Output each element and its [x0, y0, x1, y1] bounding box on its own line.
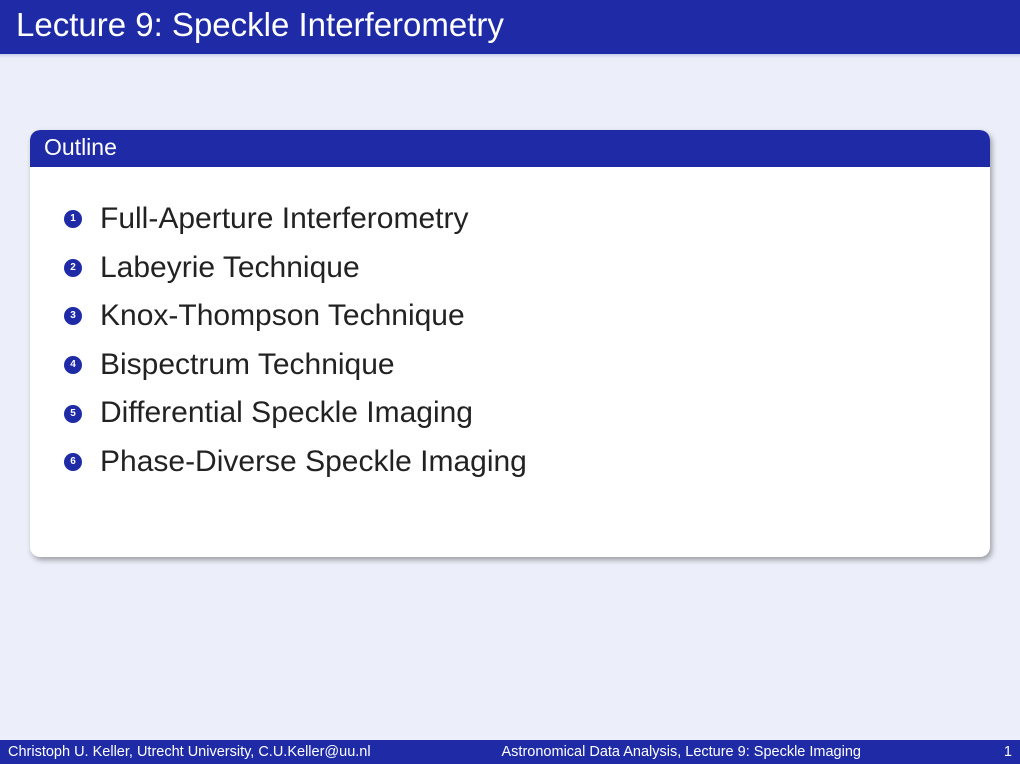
- block-body: 1 Full-Aperture Interferometry 2 Labeyrie T…: [30, 167, 990, 557]
- outline-item-label: Phase-Diverse Speckle Imaging: [100, 438, 527, 487]
- slide-body: Outline 1 Full-Aperture Interferometry 2 La…: [0, 58, 1020, 726]
- item-number-badge: 3: [64, 307, 82, 325]
- footer-page-number: 1: [992, 744, 1012, 760]
- footer-course: Astronomical Data Analysis, Lecture 9: S…: [371, 744, 992, 760]
- item-number-badge: 6: [64, 453, 82, 471]
- item-number-badge: 2: [64, 259, 82, 277]
- outline-item-label: Differential Speckle Imaging: [100, 389, 473, 438]
- outline-block: Outline 1 Full-Aperture Interferometry 2 La…: [30, 130, 990, 557]
- slide-footer: Christoph U. Keller, Utrecht University,…: [0, 740, 1020, 764]
- outline-item: 4 Bispectrum Technique: [64, 341, 968, 390]
- outline-item: 6 Phase-Diverse Speckle Imaging: [64, 438, 968, 487]
- slide-title-bar: Lecture 9: Speckle Interferometry: [0, 0, 1020, 54]
- block-heading: Outline: [30, 130, 990, 167]
- item-number-badge: 4: [64, 356, 82, 374]
- slide-title: Lecture 9: Speckle Interferometry: [16, 6, 504, 43]
- outline-item-label: Labeyrie Technique: [100, 244, 360, 293]
- outline-item: 1 Full-Aperture Interferometry: [64, 195, 968, 244]
- outline-item: 3 Knox-Thompson Technique: [64, 292, 968, 341]
- outline-item-label: Bispectrum Technique: [100, 341, 395, 390]
- item-number-badge: 1: [64, 210, 82, 228]
- outline-item-label: Full-Aperture Interferometry: [100, 195, 468, 244]
- outline-item: 5 Differential Speckle Imaging: [64, 389, 968, 438]
- outline-item-label: Knox-Thompson Technique: [100, 292, 465, 341]
- item-number-badge: 5: [64, 405, 82, 423]
- footer-author: Christoph U. Keller, Utrecht University,…: [8, 744, 371, 760]
- outline-item: 2 Labeyrie Technique: [64, 244, 968, 293]
- outline-list: 1 Full-Aperture Interferometry 2 Labeyrie T…: [64, 195, 968, 487]
